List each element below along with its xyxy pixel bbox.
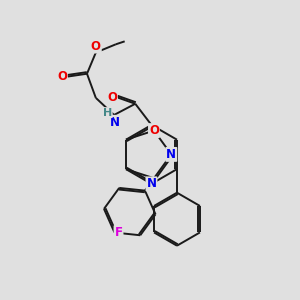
Text: O: O bbox=[91, 40, 101, 52]
Text: O: O bbox=[149, 124, 159, 137]
Text: N: N bbox=[110, 116, 120, 128]
Text: O: O bbox=[107, 91, 117, 104]
Text: O: O bbox=[57, 70, 67, 83]
Text: N: N bbox=[166, 148, 176, 161]
Text: N: N bbox=[146, 177, 157, 190]
Text: F: F bbox=[115, 226, 122, 239]
Text: H: H bbox=[103, 108, 112, 118]
